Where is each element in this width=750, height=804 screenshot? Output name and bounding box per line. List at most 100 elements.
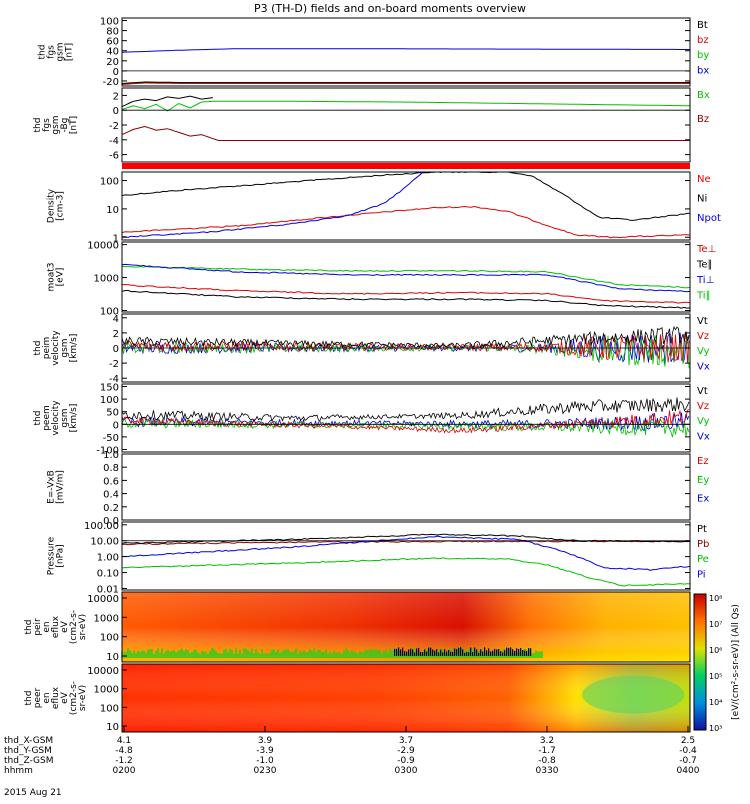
panel-4-ylabel: moat3 (47, 262, 57, 291)
panel-1-ytick-label: 80 (106, 27, 119, 38)
colorbar-gradient (693, 593, 707, 731)
legend-Pe: Pe (697, 554, 709, 565)
series-bx (122, 82, 690, 85)
x-row-value: -0.7 (679, 756, 697, 766)
panel-3-ytick-label: 1 (113, 233, 119, 244)
x-row-value: -1.2 (115, 756, 133, 766)
colorbar-label: [eV/(cm²-s-sr-eV)] (All Qs) (731, 604, 741, 720)
x-row-label: thd_Y-GSM (4, 746, 52, 756)
panel-6-ylabel: gsm (60, 408, 70, 427)
legend-Ni: Ni (697, 193, 707, 204)
panel-6-ytick-label: -100 (96, 445, 119, 456)
panel-6-ytick-label: -50 (103, 433, 119, 444)
panel-8-plot (122, 533, 690, 587)
panel-9-ylabel: en (42, 621, 52, 632)
series-Vt (122, 397, 690, 422)
panel-6-ytick-label: 100 (100, 395, 119, 406)
panel-7-ytick-label: 1.0 (103, 450, 119, 461)
panel-8-ytick-label: 0.01 (97, 584, 119, 595)
panel-1-plot (122, 48, 690, 85)
panel-8: Pressure [nPa] 100.00 10.00 1.00 0.10 0.01 Pt Pb… (47, 521, 710, 596)
legend-Bt: Bt (697, 20, 708, 31)
legend-Ne: Ne (697, 174, 711, 185)
x-row-value: -2.9 (397, 746, 415, 756)
panel-1-ytick-label: 40 (106, 47, 119, 58)
panel-3: Density [cm-3] 100 10 1 Ne Ni Npot (47, 171, 721, 244)
legend-Bz: Bz (697, 114, 709, 125)
panel-6-plot (122, 397, 690, 438)
series-Vz (122, 409, 690, 434)
panel-6-ylabel: velocity (51, 400, 61, 436)
panel-7-ytick-label: 0.8 (103, 463, 119, 474)
colorbar-tick: 10⁸ (709, 594, 722, 603)
panel-2-ytick-label: -4 (109, 136, 119, 147)
x-row-value: 0330 (536, 766, 559, 776)
series-bz (122, 48, 690, 53)
panel-6-ylabel: thd (33, 411, 43, 426)
colorbar-tick: 10⁶ (709, 646, 722, 655)
legend-Te⊥: Te⊥ (696, 244, 716, 255)
series-Vt (122, 326, 690, 350)
panel-7-ytick-label: 0.6 (103, 476, 119, 487)
panel-2-ylabel: gsm (51, 115, 61, 134)
panel-6-ytick-label: 50 (106, 408, 119, 419)
panel-10: thd peer en eflux eV (cm2-s-sr-eV) 10000 1000 10… (24, 663, 691, 733)
panel-10-ylabel: en (42, 692, 52, 703)
panel-6-frame (121, 383, 691, 453)
panel-8-frame (121, 521, 691, 591)
panel-2-ylabel: [nT] (69, 116, 79, 134)
panel-9-frame (121, 591, 691, 663)
colorbar-tick: 10⁵ (709, 672, 722, 681)
date-label: 2015 Aug 21 (4, 788, 62, 798)
legend-Te∥: Te∥ (696, 260, 713, 271)
panel-10-ytick-label: 1000 (94, 685, 119, 696)
legend-Vy: Vy (697, 346, 710, 357)
legend-Pb: Pb (697, 539, 709, 550)
series-Bz (122, 125, 690, 141)
panel-8-ytick-label: 0.10 (97, 569, 119, 580)
panel-5-ytick-label: -4 (109, 374, 119, 385)
panel-4-ytick-label: 1000 (94, 274, 119, 285)
colorbar-tick: 10⁷ (709, 620, 722, 629)
panel-3-ytick-label: 10 (106, 205, 119, 216)
panel-9-ylabel: eflux (51, 615, 61, 638)
x-row-value: 0230 (254, 766, 277, 776)
panel-4-frame (121, 241, 691, 313)
panel-2-frame (121, 87, 691, 163)
x-row-value: -4.8 (115, 746, 133, 756)
colorbar: 10⁸ 10⁷ 10⁶ 10⁵ 10⁴ 10³ [eV/(cm²-s-sr-eV)] (Al… (693, 593, 741, 733)
legend-Vt: Vt (697, 316, 708, 327)
legend-Ez: Ez (697, 456, 709, 467)
x-row-value: 3.2 (540, 736, 554, 746)
panel-9-ylabel: peir (33, 618, 43, 636)
panel-5-ylabel: gsm (60, 338, 70, 357)
x-row-value: 0400 (677, 766, 700, 776)
legend-Ey: Ey (697, 475, 709, 486)
panel-5-ylabel: peim (42, 337, 52, 360)
panel-6-ylabel: peem (42, 405, 52, 431)
panel-9: thd peir en eflux eV (cm2-s-sr-eV) 10000 1000 10… (24, 591, 691, 663)
panel-8-ylabel: [nPa] (56, 544, 66, 567)
panel-1-ytick-label: 0 (113, 67, 119, 78)
panel-6-ytick-label: 150 (100, 383, 119, 394)
series-Ne (122, 205, 690, 239)
panel-9-ytick-label: 1000 (94, 613, 119, 624)
series-Pe (122, 557, 690, 587)
panel-2-ytick-label: 2 (113, 91, 119, 102)
legend-Vt: Vt (697, 386, 708, 397)
panel-10-ylabel: eflux (51, 686, 61, 709)
legend-by: by (697, 50, 709, 61)
panel-7-ylabel: [mV/m] (56, 470, 66, 504)
legend-Vz: Vz (697, 401, 709, 412)
panel-7-ylabel: E=-VxB (47, 470, 57, 504)
x-row-value: 3.9 (258, 736, 273, 746)
panel-1-ylabel: [nT] (65, 43, 75, 61)
panel-4-ytick-label: 100 (100, 306, 119, 317)
panel-7-frame (121, 453, 691, 521)
panel-3-ylabel: Density (47, 188, 57, 223)
panel-1-frame (121, 17, 691, 87)
panel-2-plot (122, 95, 690, 141)
